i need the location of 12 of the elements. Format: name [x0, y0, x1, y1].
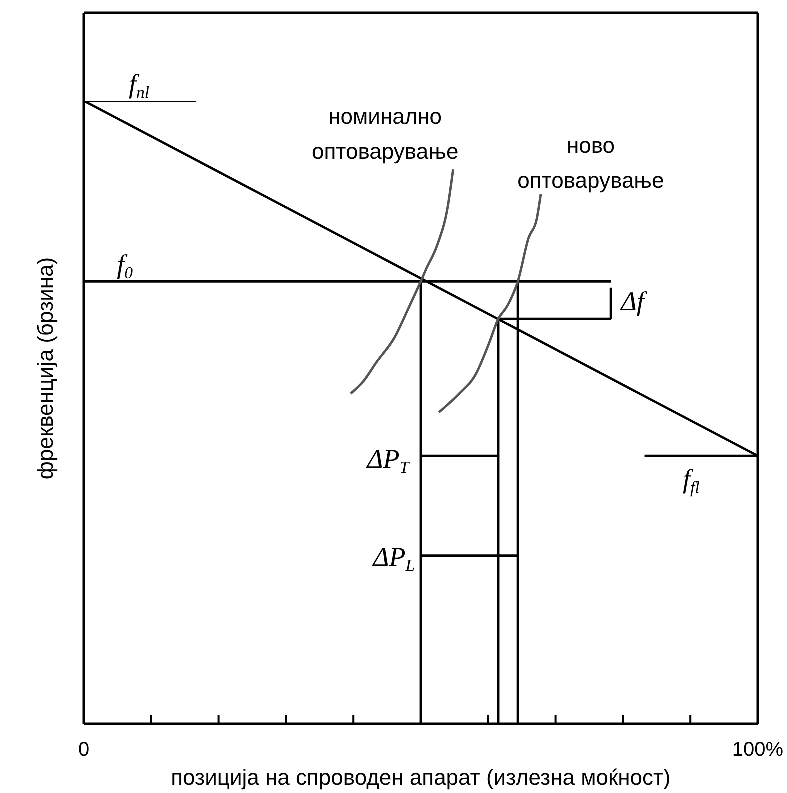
series-label: номинално оптоварување: [312, 104, 459, 164]
annotation: f$_{nl}$: [128, 69, 150, 102]
series-label: ново оптоварување: [518, 132, 664, 192]
x-tick-label: 0: [78, 739, 90, 762]
annotation: ΔP$_{L}$: [372, 542, 415, 575]
annotation: ΔP$_{T}$: [366, 444, 411, 477]
annotation: f$_{0}$: [117, 250, 134, 282]
annotation: Δf: [620, 286, 648, 316]
x-tick-label: 100%: [732, 739, 784, 762]
x-axis-title: позиција на спроводен апарат (излезна моќност): [171, 765, 671, 790]
y-axis-title: фреквенција (брзина): [32, 257, 58, 480]
annotation: f$_{fl}$: [682, 464, 700, 497]
